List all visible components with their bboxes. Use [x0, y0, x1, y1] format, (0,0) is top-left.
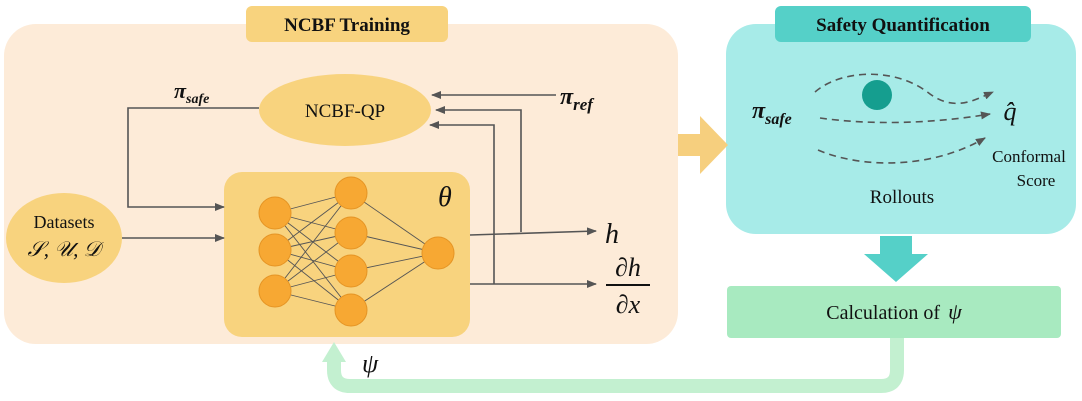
- datasets-ellipse: [6, 193, 122, 283]
- neural-network-nodes: [258, 176, 455, 327]
- network-node: [258, 233, 292, 267]
- conformal-score-line1: Conformal: [992, 147, 1066, 166]
- safety-quantification-panel: [726, 24, 1076, 234]
- theta-label: θ: [438, 182, 452, 213]
- datasets-label: Datasets: [34, 212, 95, 232]
- sq-pi-safe-label: πsafe: [752, 98, 792, 128]
- pi-ref-label: πref: [560, 84, 595, 114]
- down-arrow: [864, 236, 928, 282]
- h-feedback-line: [435, 106, 522, 232]
- feedback-arrow-head: [322, 342, 346, 362]
- h-output-label: h: [605, 219, 619, 250]
- connection-lines: [122, 91, 597, 288]
- rollout-top: [814, 73, 994, 105]
- network-node: [258, 196, 292, 230]
- rollout-middle: [819, 111, 991, 124]
- dhdx-feedback-line: [429, 121, 495, 284]
- obstacle: [862, 80, 892, 110]
- network-edge: [350, 192, 439, 254]
- network-node: [258, 274, 292, 308]
- conformal-score-line2: Score: [1017, 171, 1056, 190]
- ncbf-qp-label: NCBF-QP: [305, 101, 385, 122]
- pi-safe-feedback-line: [127, 107, 259, 211]
- network-node: [334, 254, 368, 288]
- ncbf-qp-ellipse: [259, 74, 431, 146]
- network-node: [421, 236, 455, 270]
- network-node: [334, 216, 368, 250]
- network-edge: [274, 192, 352, 292]
- rollout-bottom: [817, 137, 986, 164]
- dh-numerator: ∂h: [615, 253, 641, 282]
- safety-quantification-title: Safety Quantification: [816, 15, 990, 36]
- network-node: [334, 176, 368, 210]
- network-node: [334, 293, 368, 327]
- rollout-trajectories: [814, 73, 994, 164]
- ncbf-training-title-box: [246, 6, 448, 42]
- feedback-psi-label: ψ: [362, 349, 379, 378]
- rollouts-label: Rollouts: [870, 187, 934, 208]
- pi-safe-label: πsafe: [174, 78, 209, 107]
- calculation-label: Calculation of ψ: [826, 299, 962, 324]
- safety-quantification-title-box: [775, 6, 1031, 42]
- panel-transfer-arrow: [678, 116, 728, 174]
- feedback-arrow-body: [327, 338, 904, 393]
- calculation-box: [727, 286, 1061, 338]
- network-edge: [350, 252, 439, 311]
- q-hat-label: q̂: [1004, 97, 1017, 126]
- h-output-line: [469, 227, 597, 236]
- dx-denominator: ∂x: [616, 290, 641, 319]
- datasets-sets: 𝒮, 𝒰, 𝒟: [28, 237, 105, 261]
- ncbf-training-title: NCBF Training: [284, 15, 410, 36]
